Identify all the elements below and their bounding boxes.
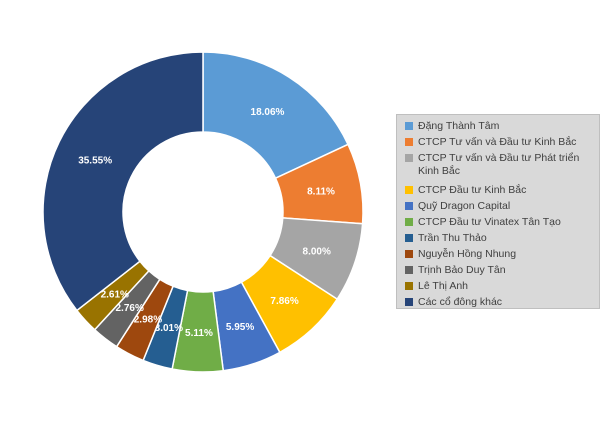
- legend-item-4: Quỹ Dragon Capital: [405, 200, 597, 213]
- legend-item-6: Trần Thu Thảo: [405, 232, 597, 245]
- slice-label-10: 35.55%: [78, 155, 112, 166]
- legend-item-2: CTCP Tư vấn và Đầu tư Phát triển Kinh Bắ…: [405, 152, 597, 178]
- legend-swatch-4: [405, 202, 413, 210]
- slice-label-2: 8.00%: [303, 246, 331, 257]
- legend-item-1: CTCP Tư vấn và Đầu tư Kinh Bắc: [405, 136, 597, 149]
- legend-item-8: Trịnh Bảo Duy Tân: [405, 264, 597, 277]
- legend-label-8: Trịnh Bảo Duy Tân: [418, 264, 506, 276]
- slice-label-4: 5.95%: [226, 322, 254, 333]
- legend-label-0: Đặng Thành Tâm: [418, 120, 500, 132]
- legend-label-2: CTCP Tư vấn và Đầu tư Phát triển Kinh Bắ…: [418, 152, 580, 177]
- legend-swatch-1: [405, 138, 413, 146]
- slice-label-7: 2.98%: [134, 315, 162, 326]
- slice-label-6: 3.01%: [155, 323, 183, 334]
- slice-10: [42, 51, 204, 312]
- legend-item-10: Các cổ đông khác: [405, 296, 597, 309]
- legend-swatch-6: [405, 234, 413, 242]
- legend-label-9: Lê Thị Anh: [418, 280, 469, 292]
- slice-label-3: 7.86%: [270, 296, 298, 307]
- legend-swatch-8: [405, 266, 413, 274]
- slice-label-5: 5.11%: [185, 328, 213, 339]
- legend-swatch-0: [405, 122, 413, 130]
- slice-label-9: 2.61%: [101, 289, 129, 300]
- legend-label-1: CTCP Tư vấn và Đầu tư Kinh Bắc: [418, 136, 577, 148]
- legend-label-10: Các cổ đông khác: [418, 296, 503, 308]
- slice-label-0: 18.06%: [251, 107, 285, 118]
- legend-label-7: Nguyễn Hồng Nhung: [418, 248, 517, 260]
- legend-swatch-3: [405, 186, 413, 194]
- legend-swatch-5: [405, 218, 413, 226]
- legend: Đặng Thành Tâm CTCP Tư vấn và Đầu tư Kinh…: [396, 114, 600, 309]
- legend-item-0: Đặng Thành Tâm: [405, 120, 597, 133]
- legend-item-7: Nguyễn Hồng Nhung: [405, 248, 597, 261]
- legend-item-5: CTCP Đầu tư Vinatex Tân Tạo: [405, 216, 597, 229]
- legend-label-5: CTCP Đầu tư Vinatex Tân Tạo: [418, 216, 561, 228]
- legend-label-6: Trần Thu Thảo: [418, 232, 487, 244]
- legend-label-3: CTCP Đầu tư Kinh Bắc: [418, 184, 527, 196]
- legend-label-4: Quỹ Dragon Capital: [418, 200, 511, 212]
- slice-label-1: 8.11%: [307, 186, 335, 197]
- legend-item-3: CTCP Đầu tư Kinh Bắc: [405, 184, 597, 197]
- legend-swatch-2: [405, 154, 413, 162]
- slice-0: [202, 51, 350, 180]
- legend-swatch-7: [405, 250, 413, 258]
- slice-label-8: 2.76%: [116, 303, 144, 314]
- legend-item-9: Lê Thị Anh: [405, 280, 597, 293]
- legend-swatch-9: [405, 282, 413, 290]
- legend-swatch-10: [405, 298, 413, 306]
